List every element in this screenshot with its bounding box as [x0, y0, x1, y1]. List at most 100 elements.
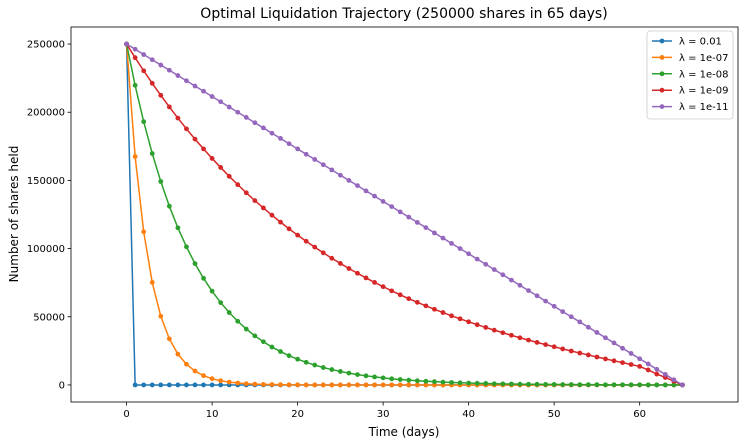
legend-box [646, 30, 734, 120]
data-point [671, 377, 677, 383]
data-point [295, 382, 301, 388]
data-point [235, 182, 241, 188]
data-point [261, 382, 266, 387]
data-point [534, 340, 540, 345]
data-point [192, 368, 198, 374]
data-point [585, 382, 591, 388]
data-point [346, 382, 352, 388]
data-point [423, 382, 429, 388]
data-point [483, 261, 489, 267]
data-point [517, 282, 523, 288]
data-point [243, 326, 249, 332]
data-point [355, 270, 360, 276]
data-point [508, 332, 514, 338]
data-point [414, 299, 420, 305]
data-point [372, 193, 377, 199]
data-point [628, 382, 634, 388]
data-point [406, 382, 412, 388]
data-point [209, 288, 215, 294]
data-point [414, 382, 420, 388]
data-point [363, 188, 369, 194]
data-point [654, 371, 660, 377]
data-point [654, 366, 660, 372]
data-point [149, 151, 155, 156]
data-point [269, 130, 275, 136]
data-point [286, 353, 292, 359]
data-point [551, 344, 557, 350]
data-point [252, 120, 258, 126]
y-tick-label: 0 [59, 380, 65, 391]
data-point [526, 288, 531, 293]
data-point [363, 373, 369, 379]
data-point [141, 382, 147, 388]
data-point [560, 346, 566, 352]
data-point [329, 382, 335, 388]
data-point [226, 310, 232, 315]
data-point [218, 165, 224, 170]
data-point [414, 220, 420, 225]
data-point [380, 382, 386, 388]
x-tick-label: 10 [206, 409, 219, 420]
series-group [124, 41, 685, 388]
data-point [252, 381, 258, 387]
data-point [637, 356, 643, 362]
data-point [517, 381, 523, 387]
data-point [295, 146, 301, 152]
data-point [278, 136, 283, 141]
y-tick-label: 250000 [27, 40, 65, 51]
data-point [337, 369, 343, 374]
data-point [380, 199, 386, 204]
data-point [303, 382, 309, 388]
data-point [397, 209, 403, 215]
data-point [560, 309, 566, 314]
data-point [312, 382, 318, 388]
data-point [226, 379, 232, 385]
data-point [406, 377, 412, 383]
legend-swatch-marker [659, 104, 665, 109]
data-point [269, 212, 275, 218]
data-point [457, 316, 463, 322]
legend: λ = 0.01 λ = 1e-07 λ = 1e-08 λ = 1e-09 λ = 1… [646, 30, 734, 120]
data-point [303, 238, 309, 244]
data-point [662, 382, 668, 388]
data-point [132, 55, 138, 61]
data-point [209, 156, 215, 161]
data-point [269, 344, 275, 350]
y-tick-label: 100000 [27, 244, 65, 255]
data-point [201, 146, 206, 152]
data-point [457, 380, 463, 386]
data-point [551, 382, 557, 387]
x-tick-label: 0 [123, 409, 129, 420]
x-axis-label: Time (days) [368, 425, 440, 439]
data-point [474, 256, 480, 262]
data-point [192, 261, 198, 266]
data-point [585, 352, 591, 358]
data-point [243, 190, 249, 196]
legend-swatch-marker [659, 71, 665, 77]
data-point [175, 382, 181, 388]
data-point [261, 339, 266, 345]
data-point [466, 380, 472, 386]
data-point [483, 325, 489, 330]
y-tick-label: 150000 [27, 176, 65, 187]
data-point [423, 225, 429, 230]
data-point [192, 382, 198, 388]
data-point [286, 382, 292, 388]
data-point [295, 356, 301, 362]
data-point [166, 104, 172, 110]
data-point [184, 244, 189, 250]
data-point [620, 382, 625, 388]
data-point [149, 382, 155, 388]
data-point [235, 380, 241, 386]
data-point [149, 57, 155, 63]
data-point [303, 359, 309, 365]
data-point [526, 337, 531, 343]
data-point [594, 354, 600, 360]
data-point [355, 382, 360, 388]
data-point [440, 379, 446, 385]
data-point [389, 288, 395, 294]
legend-label: λ = 0.01 [679, 37, 722, 48]
data-point [372, 382, 377, 388]
data-point [261, 205, 266, 211]
data-point [491, 327, 497, 333]
